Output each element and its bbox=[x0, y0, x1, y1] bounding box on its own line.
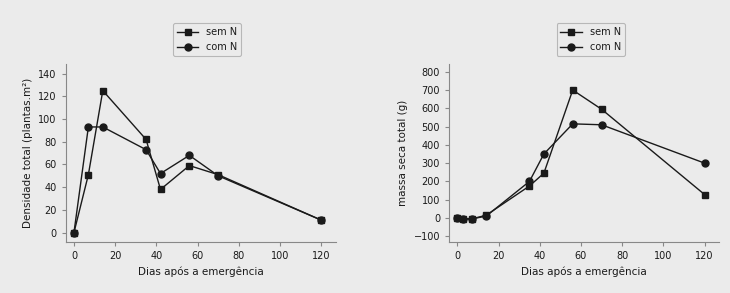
com N bbox=[214, 174, 223, 178]
com N bbox=[467, 217, 476, 221]
sem N bbox=[84, 173, 93, 176]
sem N bbox=[597, 108, 606, 111]
com N bbox=[317, 218, 326, 222]
com N bbox=[539, 152, 548, 156]
sem N bbox=[467, 217, 476, 221]
com N bbox=[99, 125, 107, 129]
com N bbox=[84, 125, 93, 129]
X-axis label: Dias após a emergência: Dias após a emergência bbox=[521, 266, 647, 277]
sem N bbox=[69, 231, 78, 234]
sem N bbox=[453, 216, 461, 220]
sem N bbox=[317, 218, 326, 222]
Line: sem N: sem N bbox=[71, 87, 325, 236]
X-axis label: Dias após a emergência: Dias após a emergência bbox=[138, 266, 264, 277]
sem N bbox=[214, 173, 223, 176]
sem N bbox=[185, 164, 193, 167]
sem N bbox=[142, 138, 150, 141]
sem N bbox=[525, 184, 534, 188]
Line: sem N: sem N bbox=[454, 86, 708, 222]
com N bbox=[597, 123, 606, 127]
Y-axis label: Densidade total (plantas.m²): Densidade total (plantas.m²) bbox=[23, 78, 33, 228]
com N bbox=[69, 231, 78, 234]
com N bbox=[700, 161, 709, 165]
com N bbox=[142, 148, 150, 151]
sem N bbox=[99, 89, 107, 92]
Line: com N: com N bbox=[454, 120, 708, 222]
Legend: sem N, com N: sem N, com N bbox=[173, 23, 242, 56]
com N bbox=[156, 172, 165, 175]
sem N bbox=[459, 217, 468, 221]
sem N bbox=[539, 171, 548, 175]
sem N bbox=[482, 214, 491, 217]
sem N bbox=[156, 188, 165, 191]
Legend: sem N, com N: sem N, com N bbox=[556, 23, 625, 56]
com N bbox=[482, 214, 491, 218]
com N bbox=[453, 216, 461, 220]
com N bbox=[459, 217, 468, 221]
sem N bbox=[700, 193, 709, 196]
sem N bbox=[569, 88, 577, 92]
Y-axis label: massa seca total (g): massa seca total (g) bbox=[398, 100, 408, 206]
com N bbox=[569, 122, 577, 126]
com N bbox=[525, 180, 534, 183]
Line: com N: com N bbox=[71, 123, 325, 236]
com N bbox=[185, 154, 193, 157]
